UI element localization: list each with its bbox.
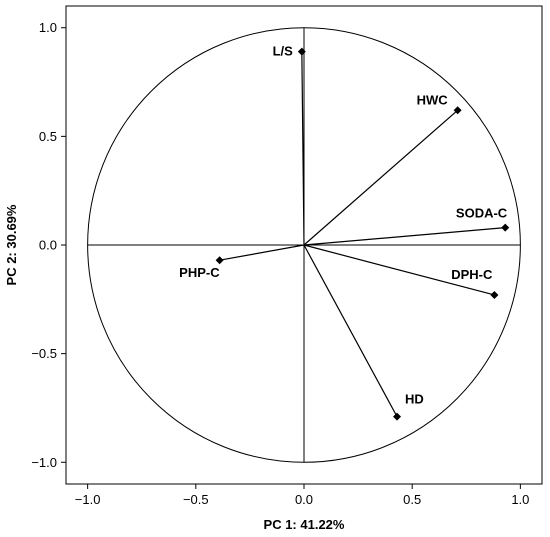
point-label: DPH-C [451,267,493,282]
x-tick-label: −1.0 [75,492,101,507]
loading-vector-line [219,244,305,261]
x-tick-label: −0.5 [183,492,209,507]
diamond-marker [453,106,462,115]
y-tick-label: 0.0 [39,238,57,253]
x-axis-title: PC 1: 41.22% [264,517,345,532]
y-tick-label: 1.0 [39,20,57,35]
loading-vector-line [303,227,506,246]
y-tick-label: −0.5 [31,346,57,361]
loading-vectors-layer [215,47,510,421]
point-labels-layer: L/S HWC SODA-C DPH-C HD PHP-C [179,44,508,407]
point-label: PHP-C [179,265,220,280]
diamond-marker [393,412,402,421]
loading-vector-line [303,244,398,417]
y-tick-label: 0.5 [39,129,57,144]
point-label: L/S [273,44,294,59]
x-tick-label: 1.0 [511,492,529,507]
loading-vector-line [303,109,459,246]
diamond-marker [490,290,499,299]
x-tick-label: 0.0 [295,492,313,507]
x-tick-label: 0.5 [403,492,421,507]
point-label: HD [405,392,424,407]
y-axis-title: PC 2: 30.69% [4,204,19,285]
diamond-marker [501,223,510,232]
loading-vector-line [301,51,305,246]
point-label: SODA-C [456,206,508,221]
ticks-layer: −1.0 −0.5 0.0 0.5 1.0 −1.0 −0.5 0.0 0.5 1.0 [31,20,529,507]
y-tick-label: −1.0 [31,455,57,470]
loading-vector-line [303,244,495,296]
point-label: HWC [417,92,449,107]
diamond-marker [215,256,224,265]
diamond-marker [297,47,306,56]
